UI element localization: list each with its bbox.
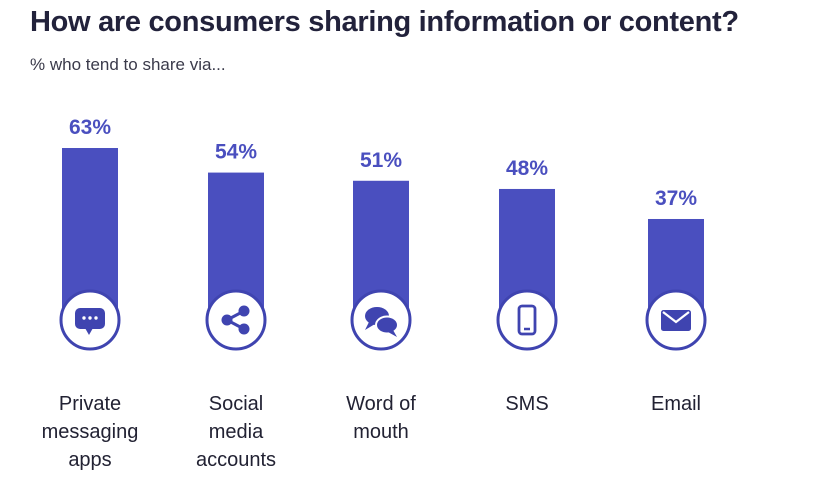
chart-subtitle: % who tend to share via... bbox=[30, 55, 226, 74]
category-label: Social media accounts bbox=[196, 393, 276, 471]
smartphone-icon bbox=[496, 289, 558, 351]
chart-title: How are consumers sharing information or… bbox=[30, 6, 739, 38]
chat-bubble-icon bbox=[59, 289, 121, 351]
envelope-icon bbox=[645, 289, 707, 351]
category-label: Word of mouth bbox=[346, 393, 416, 443]
value-label: 48% bbox=[506, 157, 548, 180]
share-icon bbox=[205, 289, 267, 351]
speech-bubbles-icon bbox=[350, 289, 412, 351]
category-label: Private messaging apps bbox=[42, 393, 139, 471]
category-label: SMS bbox=[505, 393, 548, 415]
category-label: Email bbox=[651, 393, 701, 415]
value-label: 37% bbox=[655, 187, 697, 210]
value-label: 54% bbox=[215, 141, 257, 164]
value-label: 51% bbox=[360, 149, 402, 172]
value-label: 63% bbox=[69, 116, 111, 139]
